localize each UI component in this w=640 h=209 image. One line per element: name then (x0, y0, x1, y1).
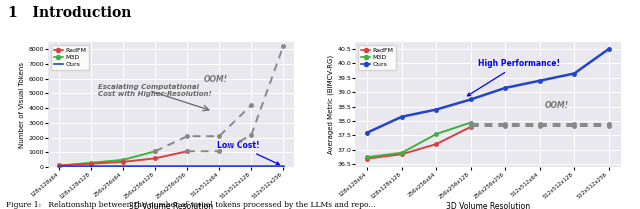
X-axis label: 3D Volume Resolution: 3D Volume Resolution (446, 202, 530, 209)
X-axis label: 3D Volume Resolution: 3D Volume Resolution (129, 202, 213, 209)
Text: Figure 1:   Relationship between the number of visual tokens processed by the LL: Figure 1: Relationship between the numbe… (6, 201, 376, 209)
Text: OOM!: OOM! (204, 75, 228, 84)
Text: Low Cost!: Low Cost! (217, 141, 280, 165)
Text: Escalating Computational
Cost with Higher-Resolution!: Escalating Computational Cost with Highe… (98, 84, 211, 97)
Text: 1   Introduction: 1 Introduction (8, 6, 131, 20)
Y-axis label: Averaged Metric (BIMCV-RG): Averaged Metric (BIMCV-RG) (328, 55, 334, 154)
Text: OOM!: OOM! (545, 101, 569, 110)
Text: High Performance!: High Performance! (467, 59, 560, 96)
Legend: RadFM, M3D, Ours: RadFM, M3D, Ours (51, 45, 89, 70)
Y-axis label: Number of Visual Tokens: Number of Visual Tokens (19, 61, 26, 148)
Legend: RadFM, M3D, Ours: RadFM, M3D, Ours (358, 45, 396, 70)
